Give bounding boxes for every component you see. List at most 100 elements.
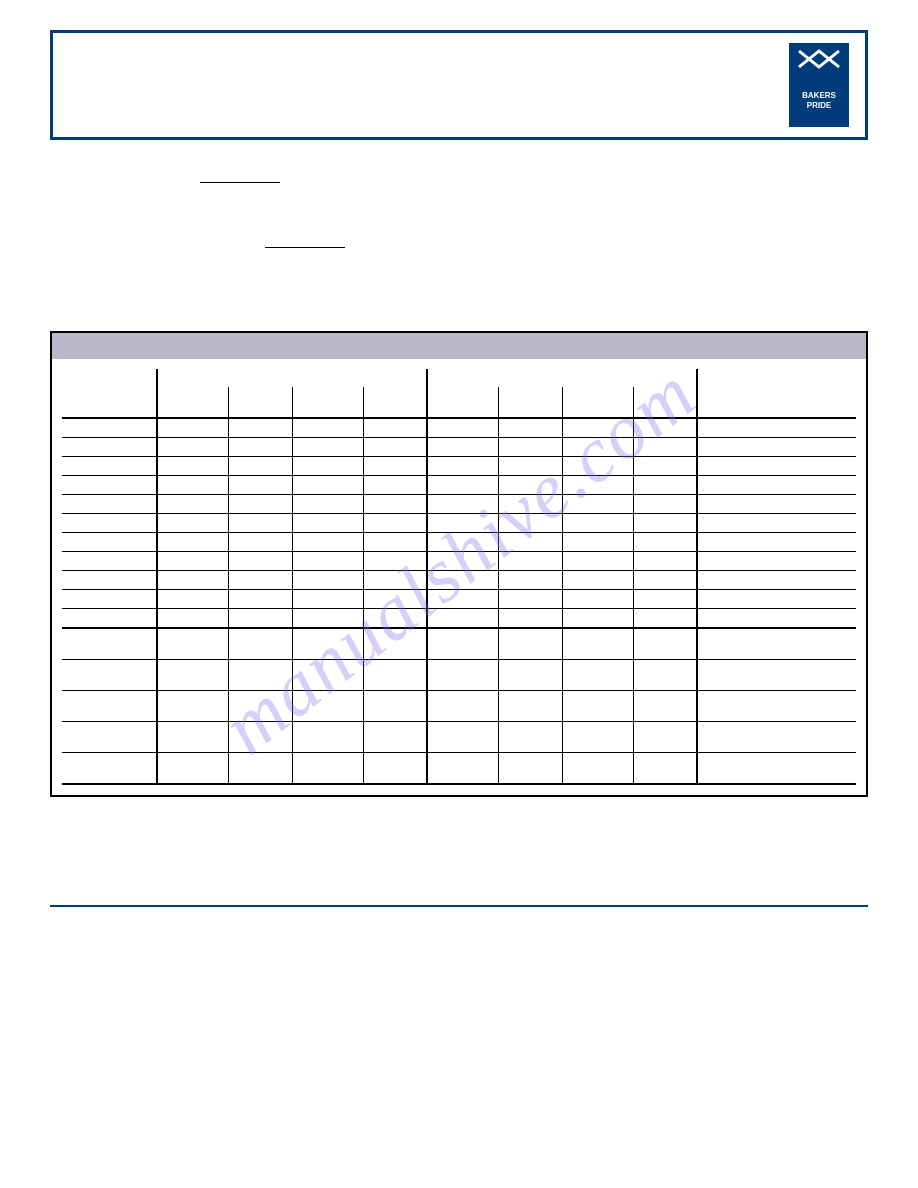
intro-p1-prefix: Natural gas is supplied at	[50, 165, 200, 180]
cell-hnat-btu: 120,000	[292, 609, 363, 629]
note-3: *** Values are recommended for 40,000 BT…	[50, 853, 868, 869]
cell-nat-or: 44	[229, 722, 293, 753]
footer-right: U1300A	[825, 913, 868, 927]
table-row: F-60BL150,00044120,00046150,00055120,000…	[62, 722, 856, 753]
col-lp-or: Orifice Size	[499, 387, 563, 418]
cell-nat-btu: 150,000	[157, 609, 228, 629]
cell-nat-or: 41	[229, 457, 293, 476]
cell-hnat-btu: 72,000	[292, 660, 363, 691]
cell-hnat-or: 44	[364, 495, 428, 514]
cell-nat-btu: 45,000	[157, 533, 228, 552]
cell-hnat-or: 46	[364, 590, 428, 609]
cell-hlp-btu: 48,000	[562, 628, 633, 660]
col-pad	[697, 387, 856, 418]
table-row: H1060CBI150,00044120,00046150,00055120,0…	[62, 609, 856, 629]
intro-text: Natural gas is supplied at W.C., and Pro…	[50, 164, 868, 289]
cell-lp-btu: 240,000	[427, 514, 498, 533]
cell-hnat-btu: 48,000	[292, 628, 363, 660]
cell-lp-or: 55	[499, 722, 563, 753]
cell-hlp-btu: 96,000	[562, 590, 633, 609]
cell-lp-btu: 45,000	[427, 533, 498, 552]
cell-lp-btu: 150,000	[427, 722, 498, 753]
page-footer: Copyright © 2006 Bakers Pride — 3 — U130…	[50, 905, 868, 927]
cell-lp-or: 55	[499, 571, 563, 590]
intro-p3-prefix: The standard charbroiler gas input is	[50, 231, 265, 246]
col-nat-or: Orifice Size	[229, 387, 293, 418]
table-row: H1236CBI90,0004472,0004690,0005572,00056	[62, 571, 856, 590]
cell-hnat-btu: 96,000	[292, 438, 363, 457]
cell-hlp-or: 56	[634, 609, 698, 629]
cell-pad	[697, 552, 856, 571]
cell-hnat-or: 44	[364, 514, 428, 533]
cell-hlp-btu: 48,000	[562, 552, 633, 571]
cell-nat-btu: 210,000	[157, 495, 228, 514]
cell-model: CH-14	[62, 495, 157, 514]
cell-nat-btu: 150,000	[157, 722, 228, 753]
cell-model: F-36BL	[62, 660, 157, 691]
cell-hnat-or: 46	[364, 660, 428, 691]
cell-lp-btu: 150,000	[427, 457, 498, 476]
cell-hlp-or: 56	[634, 571, 698, 590]
cell-nat-or: 44	[229, 571, 293, 590]
logo-text-2: PRIDE	[807, 101, 831, 111]
cell-hnat-or: 46	[364, 609, 428, 629]
table-row: F-48BL120,0004496,00046120,0005596,00056	[62, 691, 856, 722]
cell-nat-or: 44	[229, 660, 293, 691]
cell-hnat-btu: 144,000	[292, 476, 363, 495]
cell-hnat-or: 46	[364, 691, 428, 722]
col-model-blank	[62, 369, 157, 387]
cell-hnat-btu: 96,000	[292, 691, 363, 722]
cell-lp-or: 53	[499, 457, 563, 476]
cell-nat-btu: 90,000	[157, 660, 228, 691]
cell-hlp-btu: 120,000	[562, 609, 633, 629]
cell-model: H1248CBI	[62, 590, 157, 609]
cell-lp-or: 55	[499, 628, 563, 660]
col-nat-btu: Total BTUs	[157, 387, 228, 418]
cell-pad	[697, 590, 856, 609]
cell-hlp-or: 55	[634, 457, 698, 476]
cell-nat-or: 44	[229, 628, 293, 660]
cell-lp-or: 53	[499, 495, 563, 514]
cell-nat-or: 41	[229, 514, 293, 533]
cell-nat-btu: 60,000	[157, 552, 228, 571]
cell-pad	[697, 691, 856, 722]
cell-lp-or: 55	[499, 533, 563, 552]
cell-hlp-btu: 72,000	[562, 418, 633, 438]
cell-hnat-or: 44	[364, 457, 428, 476]
cell-lp-or: 53	[499, 418, 563, 438]
cell-nat-btu: 90,000	[157, 571, 228, 590]
cell-nat-btu: 150,000	[157, 457, 228, 476]
cell-lp-or: 53	[499, 438, 563, 457]
col-group-propane: PROPANE GAS	[427, 369, 697, 387]
table-row: CH-12180,00041144,00044180,00053144,0005…	[62, 476, 856, 495]
cell-hnat-btu: 168,000	[292, 495, 363, 514]
cell-lp-or: 53	[499, 514, 563, 533]
cell-pad	[697, 514, 856, 533]
col-hnat-or: High Alt. Orifice	[364, 387, 428, 418]
cell-nat-or: 44	[229, 691, 293, 722]
table-row: H1248CBI120,0004496,00046120,0005596,000…	[62, 590, 856, 609]
cell-hlp-btu: 96,000	[562, 691, 633, 722]
cell-nat-btu: 240,000	[157, 514, 228, 533]
col-group-natural: NATURAL GAS	[157, 369, 427, 387]
cell-hnat-btu: 72,000	[292, 418, 363, 438]
cell-pad	[697, 628, 856, 660]
table-row: H1224CBI60,0004448,0004660,0005548,00056	[62, 552, 856, 571]
cell-hnat-btu: 192,000	[292, 514, 363, 533]
cell-pad	[697, 533, 856, 552]
intro-p3-blank	[265, 230, 345, 249]
cell-hlp-or: 56	[634, 660, 698, 691]
table-row: F-24BL60,0004448,0004660,0005548,00056	[62, 628, 856, 660]
cell-hlp-btu: 72,000	[562, 571, 633, 590]
brand-logo: BAKERS PRIDE	[789, 43, 849, 127]
cell-model: CH-12	[62, 476, 157, 495]
cell-hlp-btu: 120,000	[562, 722, 633, 753]
intro-p2: Units optimally require ¾" gas connectio…	[50, 206, 868, 224]
table-row: CH-8120,0004196,00044120,0005396,00055	[62, 438, 856, 457]
logo-mark-icon	[797, 47, 841, 71]
cell-hlp-or: 56	[634, 691, 698, 722]
cell-hlp-or: 55	[634, 476, 698, 495]
cell-nat-or: 41	[229, 476, 293, 495]
cell-hnat-btu: 120,000	[292, 722, 363, 753]
cell-nat-or: 41	[229, 438, 293, 457]
